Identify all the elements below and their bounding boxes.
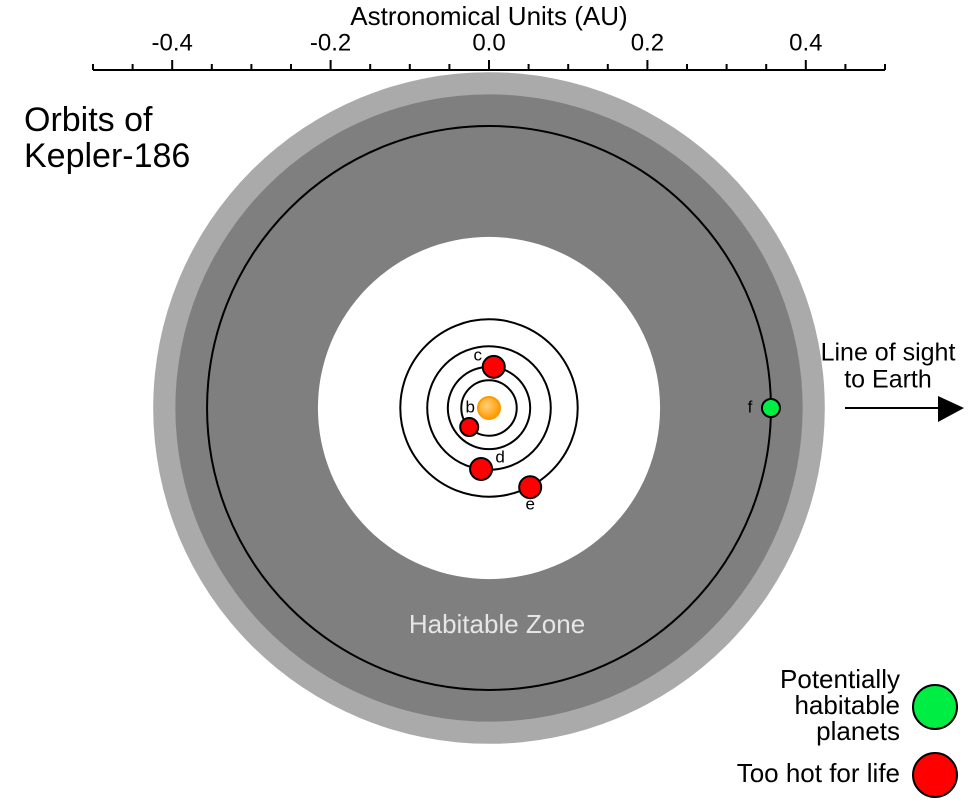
x-tick-label: -0.2 bbox=[310, 29, 351, 56]
sightline-arrow-head bbox=[938, 396, 964, 422]
x-axis-label: Astronomical Units (AU) bbox=[350, 1, 627, 31]
star bbox=[477, 396, 501, 420]
planet-label: f bbox=[748, 397, 753, 416]
x-tick-label: 0.0 bbox=[472, 29, 505, 56]
x-tick-label: -0.4 bbox=[152, 29, 193, 56]
planet bbox=[518, 475, 543, 500]
planet-label: d bbox=[495, 447, 504, 466]
x-tick-label: 0.2 bbox=[631, 29, 664, 56]
orbit bbox=[460, 379, 518, 437]
planet-label: e bbox=[525, 495, 534, 514]
legend-marker bbox=[912, 684, 958, 730]
zone-label: Habitable Zone bbox=[409, 609, 585, 639]
planet bbox=[760, 398, 781, 418]
title-line: Kepler-186 bbox=[24, 137, 190, 175]
planet bbox=[481, 354, 506, 379]
legend-marker bbox=[912, 752, 958, 798]
legend-label: Too hot for life bbox=[737, 758, 900, 788]
sightline-label: Line of sight bbox=[821, 339, 956, 367]
planet bbox=[469, 456, 494, 481]
planet-label: b bbox=[465, 397, 474, 416]
planet bbox=[459, 417, 480, 438]
x-tick-label: 0.4 bbox=[789, 29, 822, 56]
legend-label: Potentially bbox=[780, 664, 900, 694]
legend-label: habitable bbox=[794, 690, 900, 720]
sightline-label: to Earth bbox=[844, 366, 932, 394]
orbit bbox=[399, 318, 579, 498]
planet-label: c bbox=[474, 345, 483, 364]
title-line: Orbits of bbox=[24, 101, 153, 139]
legend-label: planets bbox=[816, 716, 900, 746]
